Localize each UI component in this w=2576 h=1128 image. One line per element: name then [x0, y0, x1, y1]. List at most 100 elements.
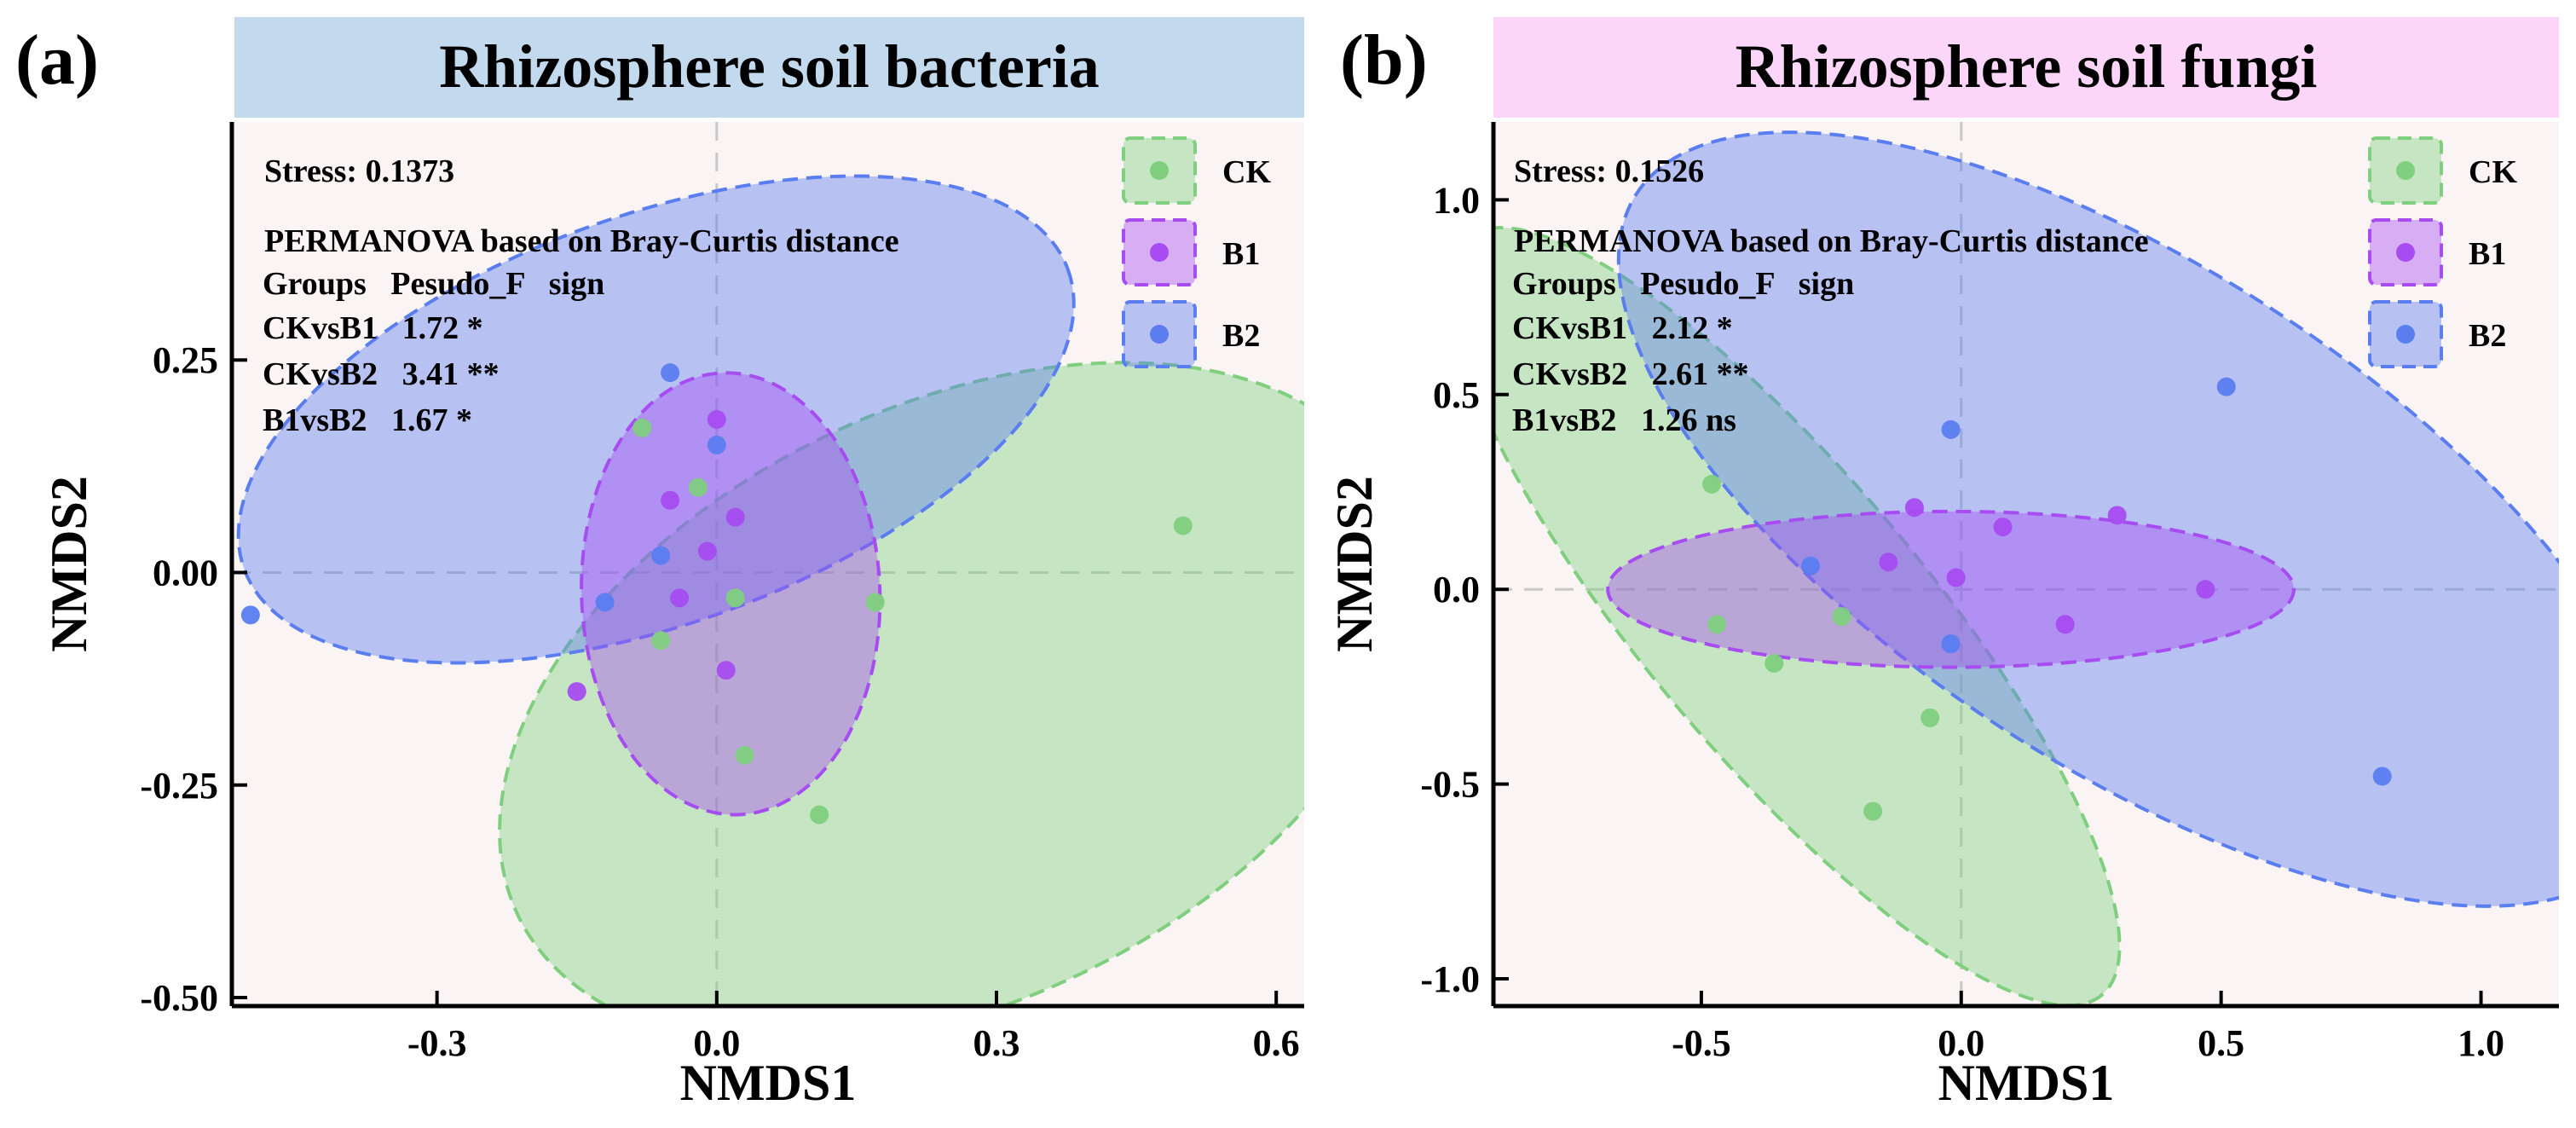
legend-item-b1: B1	[1122, 218, 1260, 286]
data-points	[240, 363, 1193, 824]
chart-title: Rhizosphere soil fungi	[1736, 32, 2318, 101]
point-ck	[1863, 801, 1883, 821]
point-ck	[1920, 708, 1940, 727]
point-b2	[707, 435, 726, 454]
title-band	[234, 17, 1304, 118]
y-tick-label: 0.5	[1433, 374, 1480, 416]
x-tick-label: 0.5	[2198, 1022, 2244, 1064]
point-ck	[810, 805, 829, 824]
stress-value: Stress: 0.1526	[1514, 153, 1704, 189]
point-b1	[725, 507, 745, 527]
permanova-row: CKvsB2 2.61 **	[1512, 356, 1749, 392]
ellipse-ck	[1493, 226, 2122, 1006]
permanova-row: B1vsB2 1.67 *	[263, 402, 472, 438]
legend-item-b2: B2	[2368, 300, 2506, 368]
title-band	[1493, 17, 2559, 118]
permanova-row: CKvsB2 3.41 **	[263, 356, 500, 392]
legend-marker	[2396, 243, 2415, 262]
permanova-title: PERMANOVA based on Bray-Curtis distance	[264, 223, 899, 259]
panel-a: (a) Rhizosphere soil bacteria -0.50 -0.25 0.…	[15, 17, 1304, 1111]
panel-label: (a)	[15, 20, 99, 100]
plot-background	[232, 122, 1304, 1006]
point-b1	[661, 490, 680, 510]
chart-title: Rhizosphere soil bacteria	[439, 32, 1100, 101]
point-ck	[632, 418, 652, 437]
legend-marker	[1150, 161, 1169, 180]
legend-marker	[1150, 325, 1169, 344]
legend-label: B1	[2469, 236, 2506, 272]
legend-label: CK	[2469, 154, 2517, 190]
legend-marker	[2396, 325, 2415, 344]
legend-marker	[1150, 243, 1169, 262]
point-b2	[595, 593, 615, 612]
point-ck	[1707, 615, 1727, 634]
point-b1	[670, 588, 690, 608]
panel-label: (b)	[1340, 20, 1428, 100]
point-b2	[651, 546, 671, 565]
x-axis-title: NMDS1	[680, 1055, 857, 1111]
legend-item-b2: B2	[1122, 300, 1260, 368]
legend-label: B2	[1222, 318, 1260, 354]
point-b1	[1879, 552, 1898, 572]
panel-b: (b) Rhizosphere soil fungi -1.0 -0.5 0.0 0.5 1…	[1326, 17, 2559, 1111]
point-b1	[697, 541, 717, 561]
permanova-row: CKvsB1 2.12 *	[1512, 310, 1733, 346]
point-b1	[2055, 615, 2075, 634]
ellipse-b2	[236, 174, 1076, 665]
y-tick-label: -1.0	[1420, 958, 1480, 1000]
y-tick-label: -0.5	[1420, 764, 1480, 806]
point-ck	[1702, 474, 1722, 494]
permanova-header: Groups Pesudo_F sign	[263, 266, 604, 302]
point-b1	[1993, 518, 2013, 537]
legend-item-ck: CK	[1122, 136, 1271, 205]
ellipse-b2	[1616, 130, 2559, 908]
data-points	[1702, 377, 2392, 821]
point-b2	[2216, 377, 2236, 396]
point-ck	[651, 631, 671, 651]
x-tick-label: 0.0	[1938, 1022, 1984, 1064]
x-tick-label: 0.0	[693, 1022, 740, 1064]
legend-item-ck: CK	[2368, 136, 2517, 205]
point-b2	[1941, 634, 1961, 654]
point-b2	[240, 605, 260, 625]
point-ck	[688, 477, 708, 497]
point-ck	[1832, 607, 1851, 627]
point-b1	[2196, 580, 2215, 599]
confidence-ellipses	[1493, 130, 2559, 1006]
point-b1	[707, 409, 726, 429]
legend-label: B1	[1222, 236, 1260, 272]
y-tick-label: 0.25	[153, 339, 218, 381]
point-ck	[735, 745, 754, 765]
y-axis-title: NMDS2	[1326, 476, 1383, 652]
point-ck	[1173, 516, 1193, 535]
point-b1	[1946, 568, 1966, 587]
stress-value: Stress: 0.1373	[264, 153, 454, 189]
plot-background	[1493, 122, 2559, 1006]
y-tick-label: 1.0	[1433, 179, 1480, 221]
legend-label: CK	[1222, 154, 1271, 190]
x-tick-label: 0.3	[973, 1022, 1020, 1064]
x-tick-label: 1.0	[2458, 1022, 2504, 1064]
y-tick-label: -0.50	[140, 977, 218, 1019]
x-tick-label: 0.6	[1253, 1022, 1300, 1064]
point-b1	[567, 682, 586, 702]
point-b1	[1904, 498, 1924, 518]
point-b2	[661, 363, 680, 383]
point-ck	[1765, 653, 1784, 673]
x-axis-title: NMDS1	[1938, 1055, 2115, 1111]
point-b2	[2372, 766, 2392, 786]
x-tick-label: -0.3	[407, 1022, 467, 1064]
y-tick-label: 0.00	[153, 552, 218, 593]
legend-item-b1: B1	[2368, 218, 2506, 286]
permanova-header: Groups Pesudo_F sign	[1512, 266, 1854, 302]
point-b2	[1800, 556, 1820, 576]
ellipse-b1	[1606, 509, 2296, 669]
permanova-row: CKvsB1 1.72 *	[263, 310, 483, 346]
point-ck	[725, 588, 745, 608]
point-ck	[865, 593, 885, 612]
y-tick-label: 0.0	[1433, 569, 1480, 610]
point-b1	[2107, 506, 2127, 525]
y-tick-label: -0.25	[140, 765, 218, 807]
legend-marker	[2396, 161, 2415, 180]
